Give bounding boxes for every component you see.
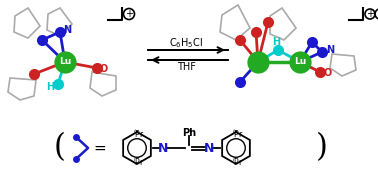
Text: $^i$Pr: $^i$Pr xyxy=(232,156,244,168)
Text: H: H xyxy=(272,37,280,47)
Text: O: O xyxy=(324,68,332,78)
Text: THF: THF xyxy=(177,62,195,72)
Text: $^i$Pr: $^i$Pr xyxy=(232,128,244,140)
Text: N: N xyxy=(63,25,71,35)
Text: H: H xyxy=(46,82,54,92)
Text: +: + xyxy=(376,9,378,19)
Text: N: N xyxy=(204,142,214,155)
Text: +: + xyxy=(125,9,133,19)
Text: $^i$Pr: $^i$Pr xyxy=(133,156,145,168)
Text: Ph: Ph xyxy=(182,128,196,138)
Text: N: N xyxy=(158,142,168,155)
Text: +: + xyxy=(366,9,374,19)
Text: Lu: Lu xyxy=(294,58,306,66)
Text: =: = xyxy=(94,140,106,155)
Text: N: N xyxy=(326,45,334,55)
Text: Lu: Lu xyxy=(59,58,71,66)
Text: O: O xyxy=(100,64,108,74)
Text: $^i$Pr: $^i$Pr xyxy=(133,128,145,140)
Text: ): ) xyxy=(316,132,328,163)
Text: C$_6$H$_5$Cl: C$_6$H$_5$Cl xyxy=(169,36,203,50)
Text: (: ( xyxy=(54,132,66,163)
